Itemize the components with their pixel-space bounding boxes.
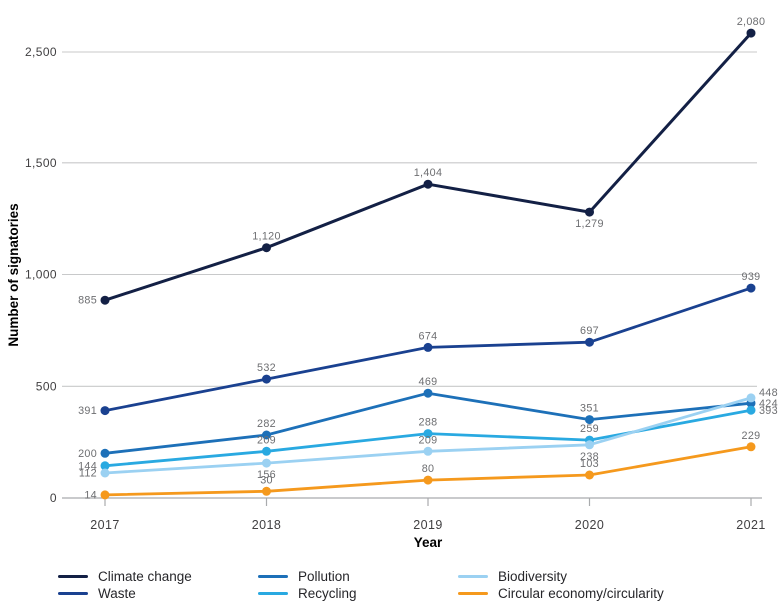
data-point-climate-change	[262, 243, 271, 253]
data-point-label: 448	[759, 387, 778, 399]
data-point-label: 282	[257, 418, 276, 430]
data-point-label: 209	[419, 434, 438, 446]
data-point-biodiversity	[585, 440, 594, 450]
legend-label: Circular economy/circularity	[498, 586, 664, 601]
data-point-circular-economy-circularity	[100, 490, 110, 500]
legend-item-biodiversity: Biodiversity	[458, 568, 658, 585]
data-point-climate-change	[585, 207, 594, 217]
data-point-label: 209	[257, 434, 276, 446]
data-point-recycling	[262, 446, 271, 456]
y-axis-tick-label: 1,000	[25, 268, 57, 282]
data-point-waste	[746, 283, 756, 293]
chart-plot-area: 0 500 1,000 1,500 2,500 2017 2018 2019 2020 2021 8…	[6, 16, 778, 550]
legend-swatch-circular-economy-circularity	[458, 592, 488, 595]
data-point-label: 1,120	[252, 231, 281, 243]
legend-swatch-climate-change	[58, 575, 88, 578]
data-point-label: 112	[79, 468, 97, 480]
data-point-circular-economy-circularity	[262, 486, 271, 496]
y-axis-tick-label: 500	[36, 379, 57, 393]
data-point-label: 259	[580, 423, 599, 435]
data-point-label: 103	[580, 458, 599, 470]
data-point-pollution	[423, 388, 433, 398]
data-point-pollution	[100, 448, 110, 458]
data-point-biodiversity	[100, 468, 110, 478]
data-point-waste	[262, 374, 271, 384]
legend-item-climate-change: Climate change	[58, 568, 258, 585]
data-point-climate-change	[423, 179, 433, 189]
legend-item-waste: Waste	[58, 585, 258, 602]
data-point-circular-economy-circularity	[423, 475, 433, 485]
data-point-label: 288	[419, 417, 438, 429]
data-point-label: 156	[257, 469, 276, 481]
data-point-circular-economy-circularity	[746, 442, 756, 452]
data-point-label: 391	[78, 405, 97, 417]
data-point-recycling	[100, 461, 110, 471]
data-point-label: 1,279	[575, 218, 604, 230]
data-point-waste	[100, 406, 110, 416]
y-axis-tick-label: 1,500	[25, 156, 57, 170]
data-point-biodiversity	[746, 393, 756, 403]
legend-label: Recycling	[298, 586, 357, 601]
data-point-label: 351	[580, 403, 599, 415]
data-point-waste	[423, 342, 433, 352]
data-point-label: 939	[742, 271, 761, 283]
data-point-label: 885	[78, 295, 97, 307]
data-point-circular-economy-circularity	[585, 470, 594, 480]
legend-swatch-recycling	[258, 592, 288, 595]
data-point-label: 238	[580, 451, 599, 463]
y-axis-tick-label: 0	[50, 491, 57, 505]
x-axis-tick-label: 2019	[413, 518, 442, 532]
legend-item-recycling: Recycling	[258, 585, 458, 602]
legend-label: Climate change	[98, 569, 192, 584]
data-point-label: 80	[422, 463, 435, 475]
x-axis-tick-label: 2017	[90, 518, 119, 532]
legend-swatch-waste	[58, 592, 88, 595]
y-axis-title: Number of signatories	[6, 203, 21, 346]
y-axis-tick-label: 2,500	[25, 45, 57, 59]
data-point-label: 2,080	[737, 16, 766, 28]
legend-swatch-pollution	[258, 575, 288, 578]
data-point-waste	[585, 337, 594, 347]
legend-label: Waste	[98, 586, 136, 601]
data-point-label: 229	[742, 430, 761, 442]
data-point-label: 697	[580, 325, 599, 337]
legend-item-pollution: Pollution	[258, 568, 458, 585]
data-point-label: 532	[257, 362, 276, 374]
data-point-label: 424	[759, 398, 778, 410]
data-point-label: 144	[78, 460, 97, 472]
data-point-label: 469	[419, 376, 438, 388]
data-point-recycling	[746, 405, 756, 415]
data-point-pollution	[585, 415, 594, 425]
data-point-label: 393	[759, 405, 778, 417]
data-point-biodiversity	[423, 446, 433, 456]
legend-label: Pollution	[298, 569, 350, 584]
x-axis-tick-label: 2020	[575, 518, 604, 532]
data-point-climate-change	[100, 295, 110, 305]
legend-label: Biodiversity	[498, 569, 568, 584]
data-point-climate-change	[746, 28, 756, 38]
data-point-biodiversity	[262, 458, 271, 468]
legend-swatch-biodiversity	[458, 575, 488, 578]
data-point-recycling	[423, 429, 433, 439]
legend-item-circular-economy-circularity: Circular economy/circularity	[458, 585, 664, 602]
x-axis-title: Year	[414, 535, 443, 550]
data-point-label: 14	[84, 489, 97, 501]
data-point-label: 674	[419, 330, 438, 342]
chart-legend: Climate change Waste Pollution Recycling Bio…	[58, 568, 664, 602]
data-point-label: 200	[78, 448, 97, 460]
x-axis-tick-label: 2018	[252, 518, 281, 532]
data-point-label: 1,404	[414, 167, 443, 179]
data-point-pollution	[262, 430, 271, 440]
x-axis-tick-label: 2021	[736, 518, 765, 532]
data-point-label: 30	[260, 474, 273, 486]
